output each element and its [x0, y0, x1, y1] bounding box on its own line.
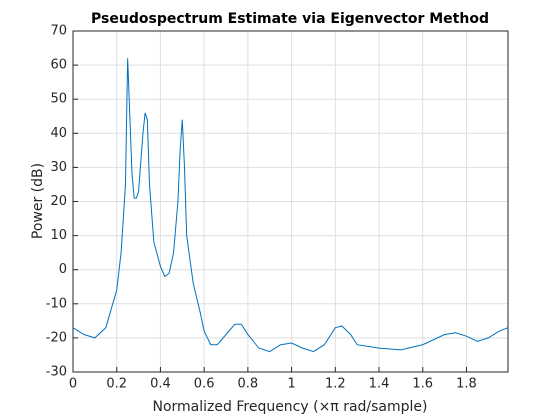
x-tick-label: 1.4	[369, 377, 390, 392]
x-tick-label: 0.4	[150, 377, 171, 392]
x-tick-label: 1.6	[412, 377, 433, 392]
y-tick-label: 50	[50, 92, 67, 107]
x-tick-label: 0.6	[194, 377, 215, 392]
y-tick-label: 10	[50, 228, 67, 243]
y-tick-label: 40	[50, 126, 67, 141]
x-tick-label: 0.8	[238, 377, 259, 392]
x-tick-label: 0	[69, 377, 77, 392]
x-tick-label: 1	[287, 377, 295, 392]
x-tick-label: 1.8	[456, 377, 477, 392]
y-tick-label: 0	[59, 262, 67, 277]
x-tick-label: 0.2	[106, 377, 127, 392]
y-tick-label: 60	[50, 58, 67, 73]
line-series	[72, 58, 509, 353]
y-tick-label: -20	[46, 330, 67, 345]
y-axis-label: Power (dB)	[30, 163, 46, 239]
chart-title: Pseudospectrum Estimate via Eigenvector …	[91, 11, 489, 27]
axes-box	[72, 30, 509, 373]
y-tick-label: 20	[50, 194, 67, 209]
y-tick-label: -30	[46, 365, 67, 380]
y-tick-label: 70	[50, 24, 67, 39]
x-tick-label: 1.2	[325, 377, 346, 392]
x-axis-label: Normalized Frequency (×π rad/sample)	[153, 399, 428, 415]
y-tick-label: -10	[46, 296, 67, 311]
y-tick-label: 30	[50, 160, 67, 175]
